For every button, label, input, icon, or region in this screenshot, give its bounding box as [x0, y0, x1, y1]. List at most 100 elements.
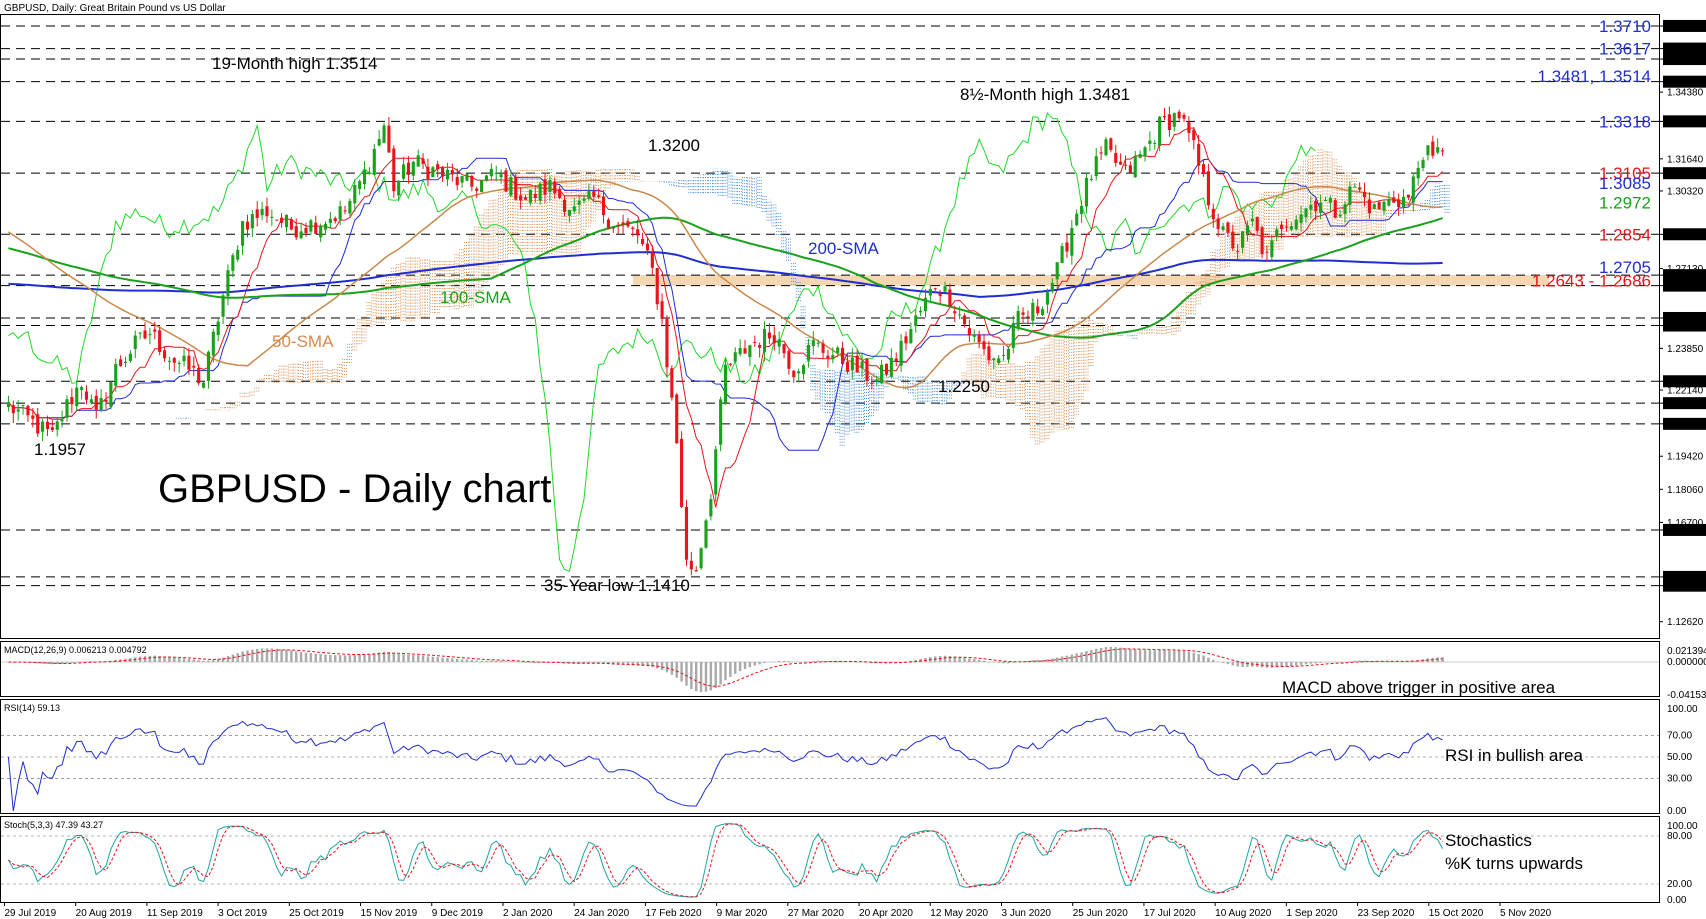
annotation-35-year-low: 35-Year low 1.1410 [544, 576, 690, 595]
candle-body [1080, 205, 1084, 215]
price-tick-label: 1.34810 [1667, 77, 1704, 88]
price-tick-label: 1.31050 [1667, 169, 1704, 180]
candle-body [372, 148, 376, 175]
price-level-box [1663, 319, 1706, 332]
candle-body [548, 179, 552, 193]
candle-body [60, 419, 64, 422]
candle-body [1021, 312, 1025, 315]
right-level-label: 1.3085 [1599, 174, 1651, 193]
candle-body [1211, 208, 1215, 220]
zone-1-2643-1-2686 [632, 275, 1549, 286]
candle-body [45, 421, 50, 430]
annotation-50-sma: 50-SMA [272, 332, 334, 351]
annotation-200-sma: 200-SMA [808, 239, 880, 258]
candle-body [1094, 156, 1098, 177]
price-tick-label: 1.37100 [1667, 21, 1704, 32]
rsi-tick-label: 0.00 [1667, 806, 1687, 817]
candle-body [241, 221, 245, 246]
rsi-note: RSI in bullish area [1445, 746, 1584, 765]
candle-body [1197, 144, 1201, 166]
price-tick-label: 1.23850 [1667, 344, 1704, 355]
right-level-label: 1.2643 - 1.2686 [1532, 271, 1651, 290]
candle-body [699, 548, 703, 569]
price-tick-label: 1.26430 [1667, 281, 1704, 292]
annotation-1-2250: 1.2250 [938, 377, 990, 396]
date-tick-label: 25 Oct 2019 [289, 908, 344, 919]
candle-body [831, 355, 835, 360]
right-level-label: 1.3617 [1599, 40, 1651, 59]
price-tick-label: 1.21600 [1667, 399, 1704, 410]
candle-body [884, 363, 889, 375]
candle-body [216, 321, 220, 336]
candle-body [114, 364, 118, 386]
candle-body [133, 335, 137, 350]
candle-body [1309, 204, 1313, 210]
candle-body [480, 180, 484, 193]
candle-body [455, 177, 459, 186]
date-tick-label: 12 May 2020 [930, 908, 988, 919]
candle-body [275, 219, 279, 221]
candle-body [26, 405, 30, 416]
candle-body [153, 329, 157, 332]
candle-body [484, 175, 489, 181]
candle-body [1177, 111, 1181, 119]
date-tick-label: 10 Aug 2020 [1215, 908, 1272, 919]
candle-body [1016, 310, 1020, 328]
candle-body [1133, 156, 1137, 178]
candle-body [1104, 139, 1108, 156]
candle-body [865, 358, 869, 382]
candle-body [1426, 145, 1430, 156]
candle-body [255, 209, 259, 218]
candle-body [1245, 225, 1250, 234]
50-sma-line [7, 179, 1443, 389]
candle-body [353, 185, 357, 204]
candle-body [221, 295, 225, 317]
candle-body [1192, 129, 1196, 141]
200-sma-line [8, 251, 1443, 298]
stoch-note-line2: %K turns upwards [1445, 854, 1583, 873]
candle-body [1348, 186, 1352, 205]
candle-body [1128, 165, 1132, 173]
candle-body [1167, 114, 1171, 131]
rsi-header: RSI(14) 59.13 [4, 703, 60, 713]
candle-body [65, 399, 69, 418]
right-level-label: 1.2972 [1599, 193, 1651, 212]
candle-body [1109, 138, 1113, 150]
candle-body [143, 330, 147, 339]
date-tick-label: 3 Oct 2019 [218, 908, 267, 919]
candle-body [694, 570, 698, 572]
candle-body [1441, 150, 1445, 152]
candle-body [1392, 197, 1396, 203]
candle-body [289, 219, 293, 230]
rsi-panel-frame [0, 699, 1660, 814]
candle-body [1358, 187, 1362, 190]
candle-body [562, 199, 567, 212]
candle-body [21, 404, 25, 406]
rsi-line [7, 717, 1443, 812]
date-tick-label: 5 Nov 2020 [1500, 908, 1552, 919]
candle-body [211, 331, 215, 356]
candle-body [294, 226, 298, 238]
price-level-box [1663, 375, 1706, 388]
annotation-19-month-high: 19-Month high 1.3514 [212, 54, 377, 73]
candle-body [606, 219, 610, 228]
candle-body [1055, 262, 1059, 280]
candle-body [621, 222, 625, 225]
candle-body [611, 227, 615, 229]
candle-body [601, 196, 606, 216]
candle-body [167, 360, 171, 362]
candle-body [75, 387, 79, 407]
candle-body [328, 218, 332, 223]
candle-body [631, 227, 635, 230]
candle-body [738, 347, 742, 355]
candle-body [928, 289, 932, 296]
candle-body [260, 208, 264, 216]
candle-body [397, 180, 401, 196]
candle-body [245, 221, 250, 230]
candle-body [538, 183, 542, 201]
candle-body [343, 210, 347, 212]
price-tick-label: 1.33180 [1667, 117, 1704, 128]
stoch-tick-label: 20.00 [1667, 879, 1692, 890]
candle-body [31, 415, 35, 419]
candle-body [1236, 251, 1240, 253]
